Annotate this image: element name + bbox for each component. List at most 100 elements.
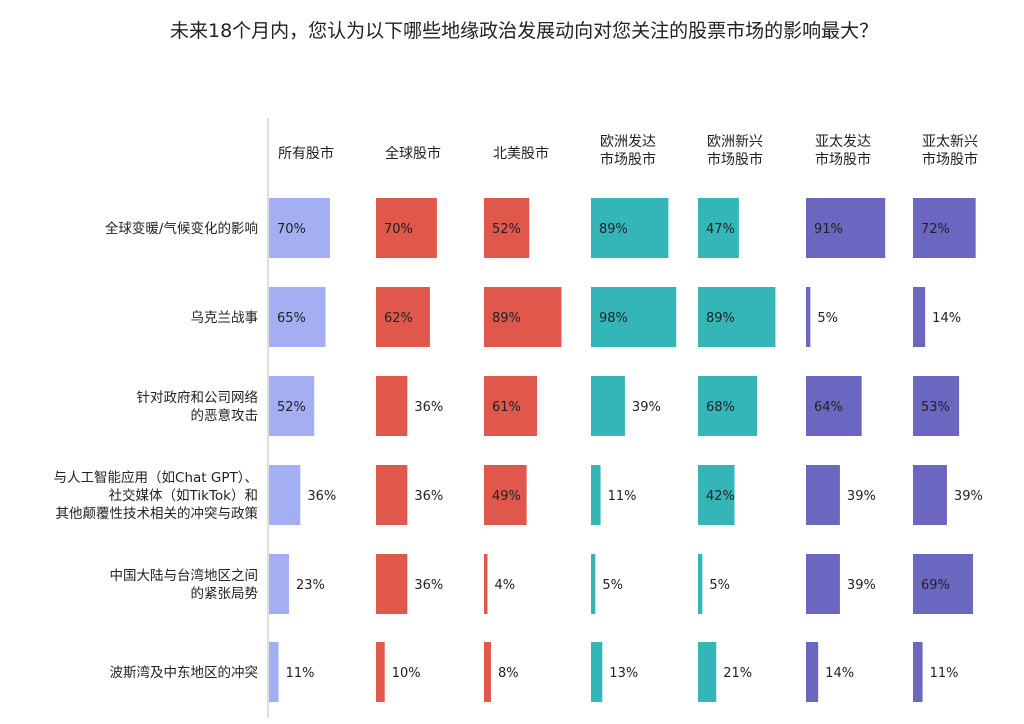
row-label-1-line-0: 乌克兰战事 (191, 310, 259, 326)
bar-2-1 (484, 287, 562, 347)
value-label-6-2: 53% (921, 400, 950, 415)
bar-6-4 (913, 554, 974, 614)
value-label-3-5: 13% (609, 666, 638, 681)
value-label-4-1: 89% (706, 311, 735, 326)
bar-3-3 (591, 465, 601, 525)
bar-4-1 (698, 287, 776, 347)
row-label-3-line-0: 与人工智能应用（如Chat GPT）、 (54, 469, 258, 486)
bar-6-2 (913, 376, 960, 436)
column-header-4-line-0: 欧洲新兴 (707, 134, 763, 150)
value-label-4-0: 47% (706, 222, 735, 237)
value-label-6-4: 69% (921, 578, 950, 593)
value-label-6-0: 72% (921, 222, 950, 237)
value-label-1-5: 10% (392, 666, 421, 681)
row-label-3-line-2: 其他颠覆性技术相关的冲突与政策 (56, 505, 259, 522)
value-label-6-5: 11% (930, 666, 959, 681)
value-label-1-4: 36% (414, 578, 443, 593)
bar-3-0 (591, 198, 669, 258)
bar-4-2 (698, 376, 758, 436)
bar-3-2 (591, 376, 625, 436)
column-header-4-line-1: 市场股市 (707, 151, 763, 168)
value-label-2-1: 89% (492, 311, 521, 326)
bar-6-3 (913, 465, 947, 525)
column-headers: 所有股市 全球股市 北美股市欧洲发达市场股市欧洲新兴市场股市亚太发达市场股市亚太新兴… (278, 134, 978, 168)
bar-2-2 (484, 376, 538, 436)
value-label-5-1: 5% (817, 311, 838, 326)
value-label-6-1: 14% (932, 311, 961, 326)
value-label-5-0: 91% (814, 222, 843, 237)
bar-4-4 (698, 554, 703, 614)
value-label-2-2: 61% (492, 400, 521, 415)
bar-1-2 (376, 376, 408, 436)
column-header-2-line-0: 北美股市 (493, 145, 549, 162)
bar-5-4 (806, 554, 840, 614)
bar-2-4 (484, 554, 488, 614)
column-header-1-line-0: 全球股市 (385, 145, 441, 162)
bar-0-5 (269, 642, 279, 702)
column-header-5-line-0: 亚太发达 (815, 134, 871, 150)
bar-1-1 (376, 287, 430, 347)
value-label-0-3: 36% (307, 489, 336, 504)
value-label-5-3: 39% (847, 489, 876, 504)
bar-2-3 (484, 465, 527, 525)
row-label-4-line-1: 的紧张局势 (191, 586, 259, 602)
value-label-1-1: 62% (384, 311, 413, 326)
chart-title: 未来18个月内，您认为以下哪些地缘政治发展动向对您关注的股票市场的影响最大？ (170, 20, 879, 42)
column-header-5-line-1: 市场股市 (815, 151, 871, 168)
value-label-1-0: 70% (384, 222, 413, 237)
bar-3-1 (591, 287, 677, 347)
bar-4-5 (698, 642, 717, 702)
bar-0-4 (269, 554, 290, 614)
bar-1-0 (376, 198, 437, 258)
value-label-0-2: 52% (277, 400, 306, 415)
bar-6-0 (913, 198, 976, 258)
bar-1-4 (376, 554, 408, 614)
column-header-0-line-0: 所有股市 (278, 145, 334, 162)
value-label-5-4: 39% (847, 578, 876, 593)
value-label-4-2: 68% (706, 400, 735, 415)
bar-2-0 (484, 198, 530, 258)
value-label-3-4: 5% (602, 578, 623, 593)
value-label-0-0: 70% (277, 222, 306, 237)
bar-1-5 (376, 642, 385, 702)
value-label-5-5: 14% (825, 666, 854, 681)
value-label-1-2: 36% (414, 400, 443, 415)
row-label-4-line-0: 中国大陆与台湾地区之间 (110, 567, 259, 584)
bar-6-5 (913, 642, 923, 702)
column-header-3-line-0: 欧洲发达 (600, 134, 656, 150)
value-label-4-3: 42% (706, 489, 735, 504)
row-label-2-line-0: 针对政府和公司网络 (137, 390, 259, 406)
value-label-2-0: 52% (492, 222, 521, 237)
value-label-1-3: 36% (414, 489, 443, 504)
row-label-0-line-0: 全球变暖/气候变化的影响 (105, 220, 258, 237)
bar-3-4 (591, 554, 596, 614)
bar-0-0 (269, 198, 330, 258)
column-header-3-line-1: 市场股市 (600, 151, 656, 168)
value-label-2-5: 8% (498, 666, 519, 681)
bar-3-5 (591, 642, 603, 702)
row-label-3-line-1: 社交媒体（如TikTok）和 (109, 487, 258, 504)
bar-5-0 (806, 198, 886, 258)
bar-2-5 (484, 642, 491, 702)
value-label-2-3: 49% (492, 489, 521, 504)
value-label-0-5: 11% (286, 666, 315, 681)
value-label-5-2: 64% (814, 400, 843, 415)
bar-4-0 (698, 198, 739, 258)
row-labels: 全球变暖/气候变化的影响乌克兰战事针对政府和公司网络的恶意攻击与人工智能应用（如… (54, 220, 259, 681)
bar-5-2 (806, 376, 862, 436)
bar-4-3 (698, 465, 735, 525)
bar-1-3 (376, 465, 408, 525)
value-labels: 70% 65% 52% 36% 23% 11% 70% 62% 36% 36% 36% 10% 52% 8… (277, 222, 983, 681)
value-label-0-4: 23% (296, 578, 325, 593)
row-label-2-line-1: 的恶意攻击 (191, 407, 259, 424)
value-label-0-1: 65% (277, 311, 306, 326)
bar-0-3 (269, 465, 301, 525)
value-label-3-0: 89% (599, 222, 628, 237)
value-label-4-5: 21% (723, 666, 752, 681)
bar-5-3 (806, 465, 840, 525)
value-label-2-4: 4% (494, 578, 515, 593)
value-label-3-1: 98% (599, 311, 628, 326)
row-label-5-line-0: 波斯湾及中东地区的冲突 (110, 664, 259, 681)
value-label-4-4: 5% (709, 578, 730, 593)
